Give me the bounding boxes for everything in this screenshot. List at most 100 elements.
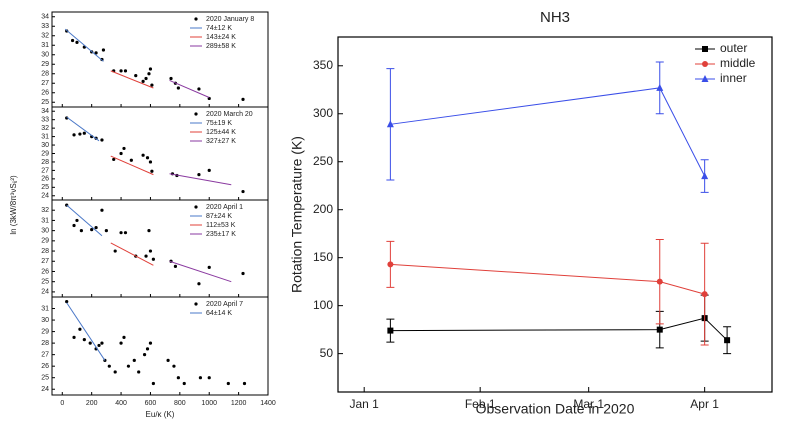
y-tick-label: 25 [41, 184, 49, 191]
legend-label: 112±53 K [206, 222, 236, 229]
data-point [226, 381, 230, 386]
legend-marker [702, 61, 708, 67]
data-point [97, 343, 101, 348]
x-tick-label: 200 [86, 400, 98, 407]
data-point [79, 229, 83, 233]
data-point [141, 153, 145, 157]
data-point [94, 51, 98, 55]
legend-marker [194, 112, 198, 116]
x-axis-label: Eu/κ (K) [146, 410, 175, 419]
data-point [241, 97, 245, 101]
y-tick-label: 33 [41, 117, 49, 124]
y-tick-label: 33 [41, 23, 49, 30]
legend-marker [194, 205, 198, 209]
data-point [656, 83, 664, 91]
legend-marker [194, 302, 198, 306]
y-tick-label: 32 [41, 207, 49, 214]
data-point [122, 146, 126, 151]
y-tick-label: 31 [41, 42, 49, 49]
y-tick-label: 25 [41, 375, 49, 382]
data-point [176, 86, 180, 90]
fit-line [110, 242, 154, 266]
data-point [107, 364, 111, 368]
data-point [75, 218, 79, 223]
data-point [119, 69, 123, 73]
data-point [172, 364, 176, 368]
data-point [144, 76, 148, 81]
x-tick-label: 1200 [231, 400, 247, 407]
y-tick-label: 31 [41, 133, 49, 140]
data-point [72, 335, 76, 339]
x-tick-label: 1400 [260, 400, 276, 407]
y-tick-label: 29 [41, 238, 49, 245]
data-point [70, 38, 75, 43]
legend-label: 235±17 K [206, 231, 236, 238]
data-point [100, 208, 104, 212]
data-point [145, 347, 150, 351]
data-point [82, 338, 86, 342]
y-tick-label: 26 [41, 268, 49, 275]
y-tick-label: 150 [313, 250, 333, 264]
x-axis-label: Observation Date in 2020 [476, 401, 635, 417]
x-tick-label: Feb 1 [465, 397, 496, 411]
data-point [148, 249, 153, 253]
data-point [104, 229, 108, 233]
y-tick-label: 24 [41, 193, 49, 200]
data-point [141, 79, 145, 83]
y-tick-label: 27 [41, 80, 49, 87]
legend-label: 2020 January 8 [206, 16, 254, 23]
legend-label: 74±12 K [206, 25, 232, 32]
y-tick-label: 24 [41, 289, 49, 296]
legend-label: 75±19 K [206, 120, 232, 127]
series-line [390, 87, 706, 177]
y-tick-label: 26 [41, 176, 49, 183]
data-point [100, 341, 104, 345]
x-tick-label: 400 [115, 400, 127, 407]
x-tick-label: 800 [174, 400, 186, 407]
data-point [197, 87, 201, 91]
y-tick-label: 28 [41, 248, 49, 255]
legend-label: 289±58 K [206, 43, 236, 50]
data-point [88, 341, 92, 345]
y-tick-label: 350 [313, 58, 333, 72]
data-point [176, 376, 180, 380]
data-point [166, 358, 170, 363]
legend-marker [701, 75, 709, 82]
y-tick-label: 32 [41, 33, 49, 40]
data-point [182, 381, 186, 386]
data-point [150, 83, 154, 87]
plot-frame [51, 11, 269, 108]
data-point [148, 160, 153, 164]
data-point [82, 131, 86, 135]
series-line [390, 263, 705, 295]
data-point [197, 173, 201, 177]
fit-line [110, 155, 154, 176]
data-point [198, 376, 203, 380]
data-point [169, 76, 173, 81]
data-point [197, 282, 201, 286]
x-tick-label: 0 [60, 400, 64, 407]
y-tick-label: 31 [41, 305, 49, 312]
y-tick-label: 29 [41, 328, 49, 335]
legend-label: 327±27 K [206, 138, 236, 145]
y-tick-label: 28 [41, 159, 49, 166]
legend-label: 2020 March 20 [206, 111, 253, 118]
y-tick-label: 29 [41, 150, 49, 157]
y-tick-label: 30 [41, 142, 49, 149]
data-point [112, 157, 116, 162]
data-point [701, 291, 708, 298]
data-point [173, 264, 178, 268]
data-point [123, 69, 128, 73]
data-point [724, 337, 731, 344]
y-tick-label: 250 [313, 154, 333, 168]
data-point [134, 74, 138, 78]
y-tick-label: 27 [41, 351, 49, 358]
data-point [94, 225, 98, 230]
data-point [100, 138, 104, 142]
data-point [656, 278, 663, 285]
y-tick-label: 34 [41, 108, 49, 115]
fit-line [169, 173, 232, 186]
y-tick-label: 32 [41, 125, 49, 132]
data-point [65, 300, 69, 304]
legend-marker [194, 17, 198, 21]
